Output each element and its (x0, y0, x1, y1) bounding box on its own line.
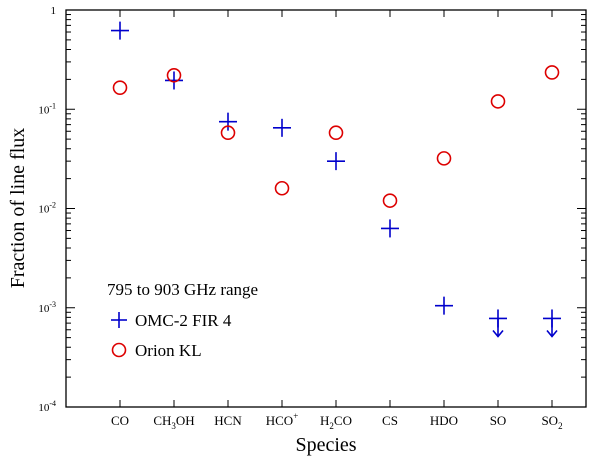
legend-label-omc2: OMC-2 FIR 4 (135, 311, 232, 330)
legend-label-orion: Orion KL (135, 341, 202, 360)
data-point-omc2 (381, 219, 399, 238)
x-tick-label: HCN (214, 413, 242, 428)
x-tick-label: HDO (430, 413, 458, 428)
y-tick-label: 1 (51, 5, 57, 17)
legend-marker-omc2 (111, 312, 127, 328)
y-tick-label: 10-2 (38, 201, 56, 216)
data-point-orion (490, 94, 506, 109)
legend-title: 795 to 903 GHz range (107, 280, 258, 299)
y-tick-label: 10-3 (38, 300, 56, 315)
x-tick-label: HCO+ (266, 411, 299, 428)
data-point-orion (220, 125, 236, 141)
data-point-orion (382, 193, 398, 208)
data-point-orion (274, 180, 290, 196)
x-tick-label: H2CO (320, 413, 352, 431)
y-tick-label: 10-4 (38, 399, 56, 414)
x-tick-label: SO2 (541, 413, 562, 431)
data-point-omc2 (219, 112, 237, 131)
data-point-orion (166, 67, 182, 83)
data-point-omc2 (273, 118, 291, 137)
y-axis-title: Fraction of line flux (7, 128, 29, 289)
legend: 795 to 903 GHz range OMC-2 FIR 4 Orion K… (107, 280, 258, 360)
x-tick-label: CH3OH (153, 413, 194, 431)
x-tick-label: SO (490, 413, 507, 428)
data-point-orion (112, 80, 128, 95)
data-point-omc2 (165, 71, 183, 90)
data-point-omc2 (111, 21, 129, 40)
data-point-omc2 (435, 296, 453, 315)
data-point-omc2 (543, 309, 561, 338)
x-tick-label: CO (111, 413, 129, 428)
data-point-omc2 (327, 152, 345, 171)
data-point-orion (544, 65, 560, 80)
y-axis: 1 10-1 10-2 10-3 10-4 (38, 5, 586, 414)
y-tick-label: 10-1 (38, 101, 56, 116)
data-point-orion (328, 125, 344, 141)
legend-marker-orion (111, 342, 127, 358)
x-tick-label: CS (382, 413, 398, 428)
data-points (111, 21, 561, 338)
data-point-orion (436, 151, 452, 166)
x-axis-title: Species (295, 434, 356, 456)
x-axis: CO CH3OH HCN HCO+ H2CO CS HDO SO SO2 (111, 10, 563, 431)
data-point-omc2 (489, 309, 507, 338)
